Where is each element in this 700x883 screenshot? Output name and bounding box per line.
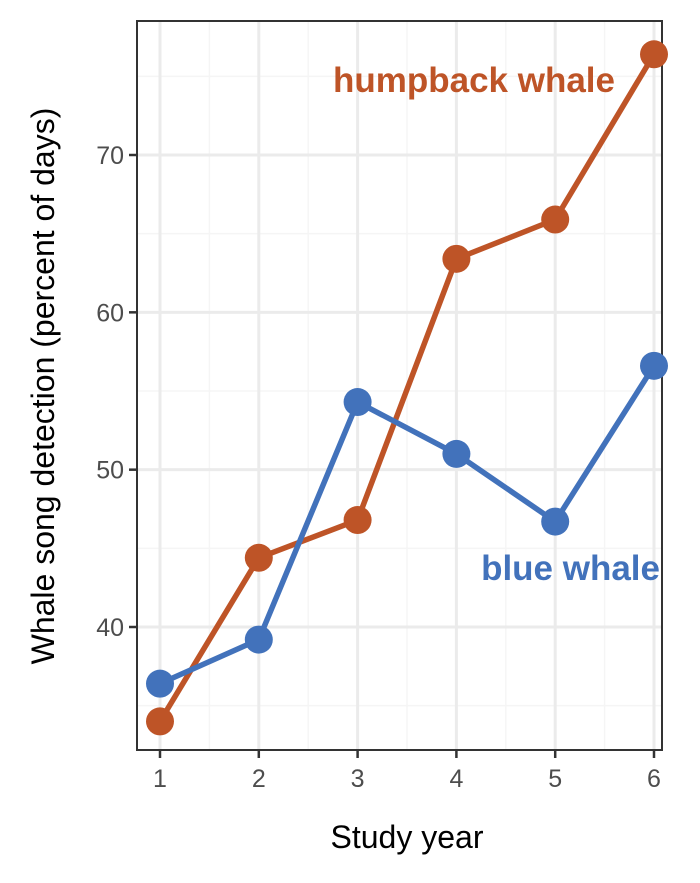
y-axis-title: Whale song detection (percent of days) bbox=[25, 108, 61, 665]
panel-border bbox=[136, 20, 663, 751]
data-point bbox=[146, 707, 174, 736]
data-point bbox=[640, 40, 668, 69]
x-axis-title: Study year bbox=[331, 819, 484, 855]
data-point bbox=[343, 506, 372, 535]
data-point bbox=[442, 439, 471, 468]
axes: 40 50 60 70 1 2 3 4 5 6 bbox=[96, 142, 661, 793]
x-tick-label: 6 bbox=[647, 765, 661, 793]
data-point bbox=[442, 244, 471, 273]
x-tick-label: 3 bbox=[351, 765, 365, 793]
data-series bbox=[146, 40, 668, 736]
x-tick-label: 2 bbox=[252, 765, 266, 793]
data-point bbox=[640, 351, 668, 380]
humpback-whale-label: humpback whale bbox=[333, 61, 615, 100]
data-point bbox=[244, 625, 273, 654]
x-tick-label: 5 bbox=[548, 765, 562, 793]
y-tick-label: 70 bbox=[96, 142, 124, 170]
x-tick-label: 4 bbox=[449, 765, 463, 793]
y-tick-label: 50 bbox=[96, 457, 124, 485]
humpback-whale-series bbox=[146, 40, 668, 736]
series-line bbox=[158, 364, 657, 687]
data-point bbox=[541, 507, 570, 536]
data-point bbox=[541, 205, 570, 234]
data-point bbox=[244, 543, 273, 572]
blue-whale-label: blue whale bbox=[481, 549, 660, 588]
series-line bbox=[157, 52, 657, 723]
blue-whale-series bbox=[146, 351, 668, 698]
y-tick-label: 40 bbox=[96, 614, 124, 642]
y-tick-label: 60 bbox=[96, 299, 124, 327]
x-tick-label: 1 bbox=[153, 765, 167, 793]
grid-lines bbox=[137, 21, 662, 750]
data-point bbox=[146, 669, 174, 698]
data-point bbox=[343, 388, 372, 417]
